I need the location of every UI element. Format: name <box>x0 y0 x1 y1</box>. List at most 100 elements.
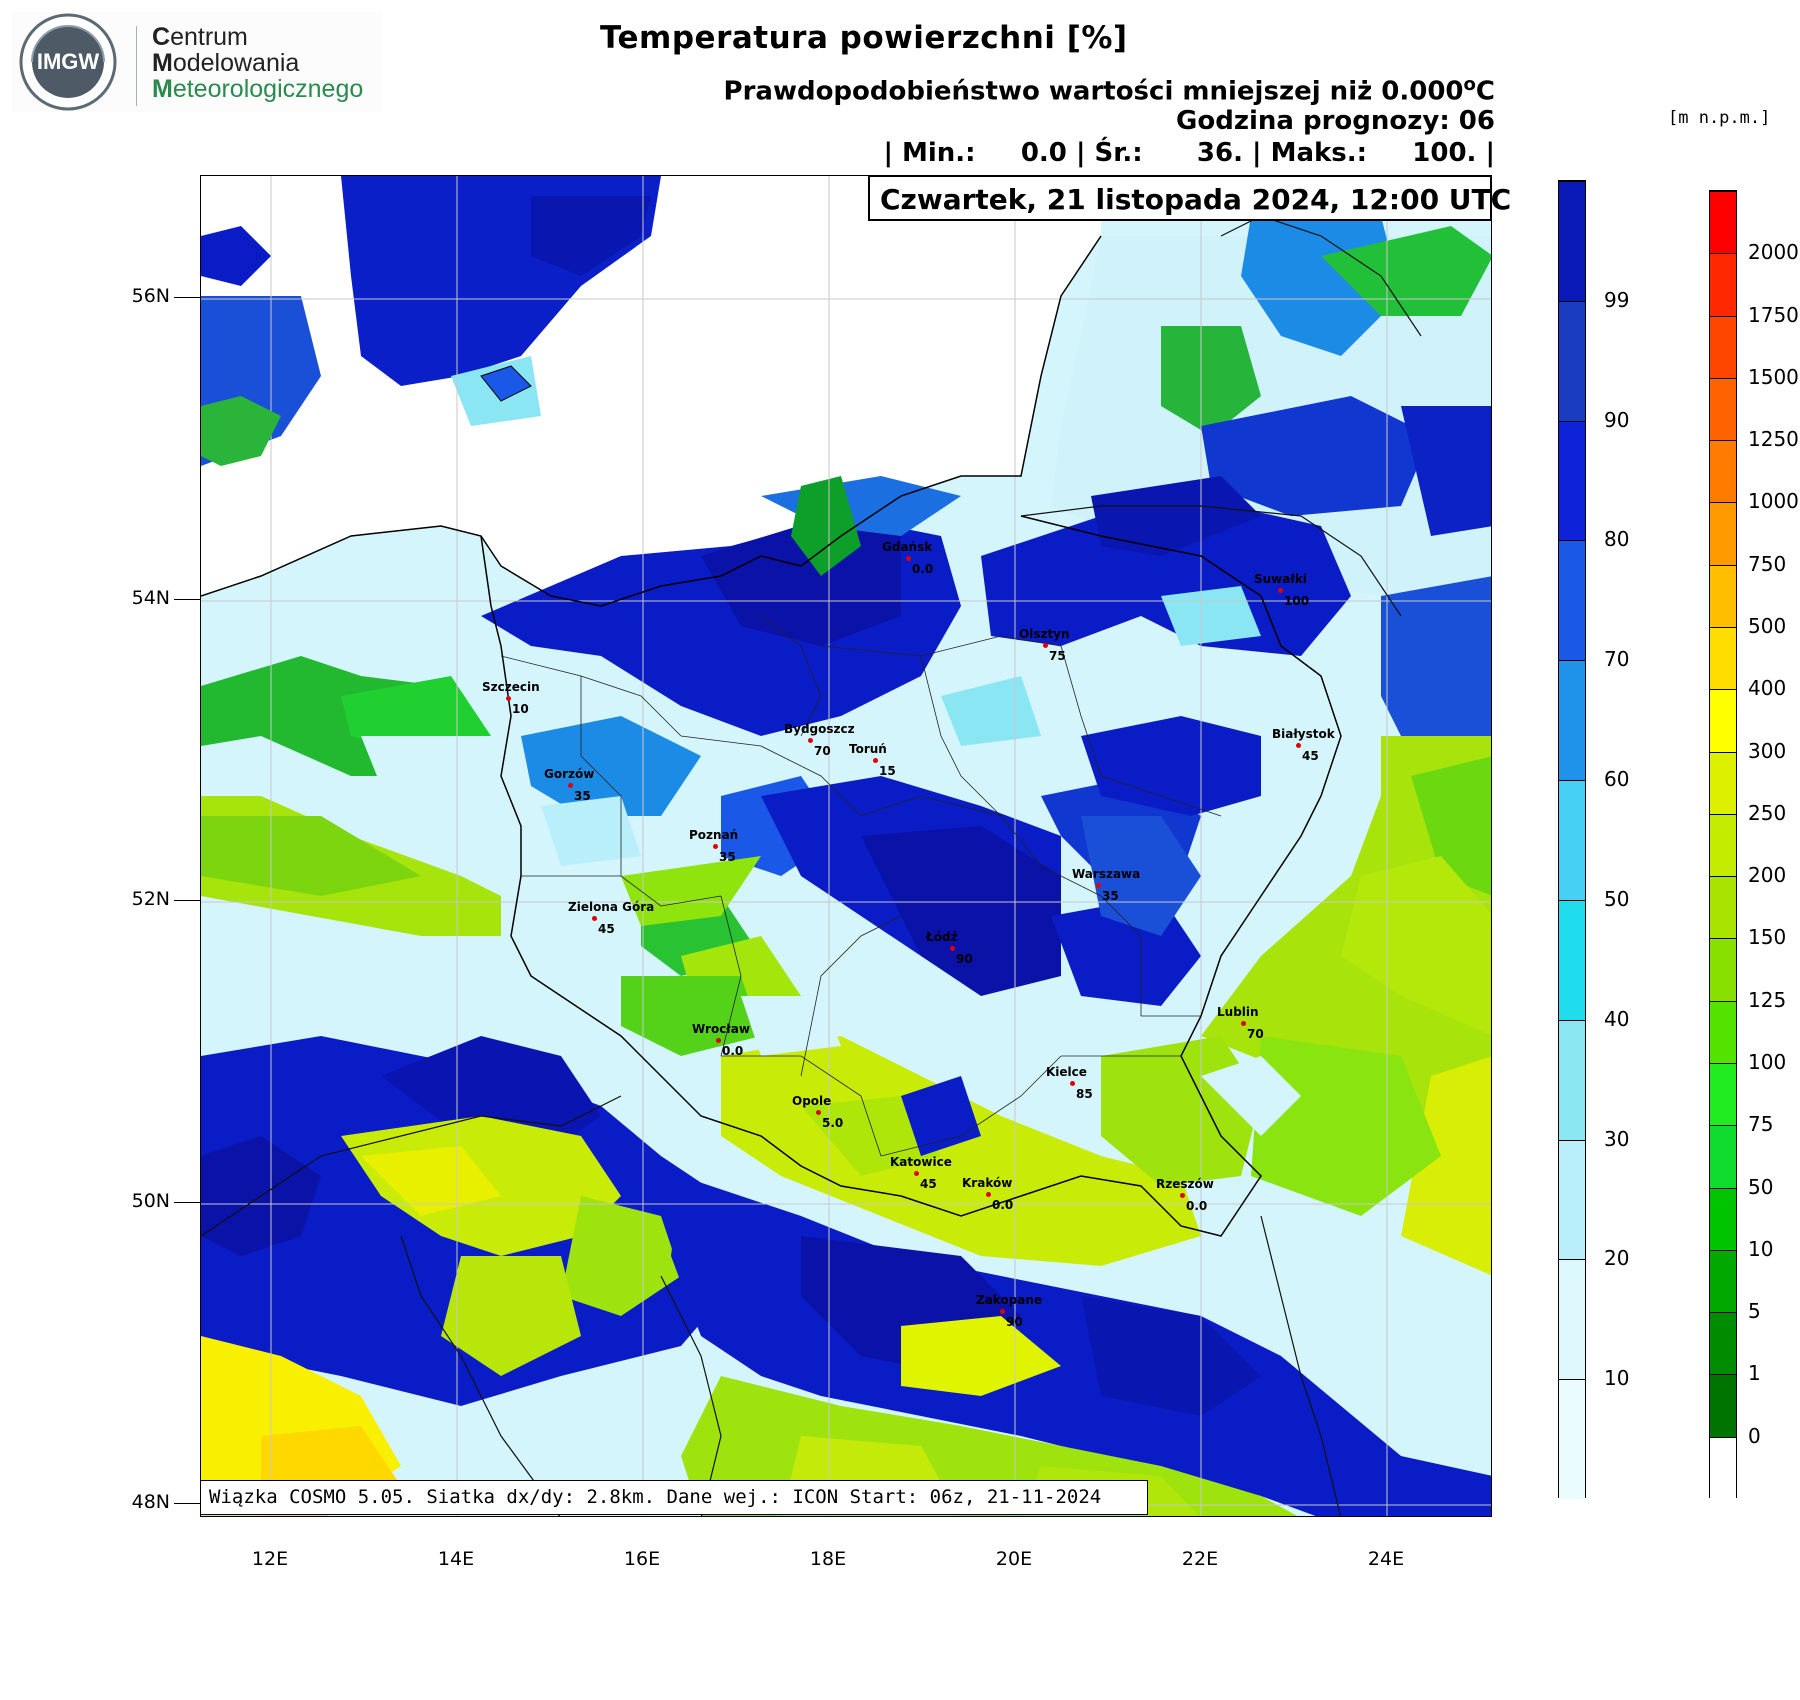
colorbar-segment <box>1710 938 1736 1001</box>
colorbar-segment <box>1710 191 1736 254</box>
lat-label: 56N <box>131 285 170 307</box>
probability-map <box>201 176 1491 1516</box>
city-dot <box>1043 643 1048 648</box>
city-dot <box>1241 1021 1246 1026</box>
city-dot <box>816 1110 821 1115</box>
elevation-colorbar <box>1709 190 1737 1499</box>
city-name: Warszawa <box>1072 867 1141 881</box>
colorbar-segment <box>1559 1379 1585 1499</box>
city-name: Bydgoszcz <box>784 722 855 736</box>
colorbar-label: 1750 <box>1748 302 1799 327</box>
city-value: 0.0 <box>912 562 934 576</box>
city-dot <box>1180 1193 1185 1198</box>
colorbar-label: 40 <box>1604 1006 1630 1031</box>
city-dot <box>986 1192 991 1197</box>
colorbar-label: 60 <box>1604 767 1630 792</box>
colorbar-segment <box>1710 627 1736 690</box>
colorbar-label: 50 <box>1748 1174 1774 1199</box>
logo-line-meteorologicznego: Meteorologicznego <box>152 75 364 103</box>
city-dot <box>906 556 911 561</box>
probability-colorbar <box>1558 180 1586 1499</box>
forecast-hour: Godzina prognozy: 06 <box>1176 106 1495 136</box>
colorbar-label: 0 <box>1748 1423 1761 1448</box>
city-value: 45 <box>598 922 615 936</box>
colorbar-label: 1250 <box>1748 427 1799 452</box>
colorbar-label: 99 <box>1604 287 1630 312</box>
lat-label: 50N <box>131 1190 170 1212</box>
city-name: Szczecin <box>482 680 540 694</box>
colorbar-segment <box>1559 899 1585 1020</box>
city-name: Gdańsk <box>882 540 933 554</box>
colorbar-segment <box>1710 1187 1736 1250</box>
city-name: Katowice <box>890 1155 952 1169</box>
city-name: Opole <box>792 1094 832 1108</box>
city-dot <box>716 1038 721 1043</box>
city-value: 5.0 <box>822 1116 844 1130</box>
lat-tick <box>174 297 200 298</box>
logo-line-centrum: Centrum <box>152 23 248 51</box>
lon-label: 12E <box>251 1548 289 1570</box>
colorbar-segment <box>1710 1000 1736 1063</box>
city-dot <box>1070 1081 1075 1086</box>
city-dot <box>592 916 597 921</box>
lat-tick <box>174 599 200 600</box>
colorbar-segment <box>1559 1139 1585 1260</box>
colorbar-label: 150 <box>1748 925 1787 950</box>
colorbar-segment <box>1710 1436 1736 1499</box>
elevation-unit-label: [m n.p.m.] <box>1668 108 1771 128</box>
colorbar-label: 1 <box>1748 1361 1761 1386</box>
city-dot <box>914 1171 919 1176</box>
model-info-footer: Wiązka COSMO 5.05. Siatka dx/dy: 2.8km. … <box>200 1480 1148 1515</box>
city-dot <box>873 758 878 763</box>
colorbar-label: 30 <box>1604 1126 1630 1151</box>
city-value: 15 <box>879 764 896 778</box>
colorbar-segment <box>1710 813 1736 877</box>
city-name: Zielona Góra <box>568 900 655 914</box>
city-dot <box>713 844 718 849</box>
colorbar-segment <box>1559 181 1585 301</box>
colorbar-segment <box>1710 1125 1736 1188</box>
city-name: Kraków <box>962 1176 1013 1190</box>
lon-label: 24E <box>1367 1548 1405 1570</box>
city-value: 0.0 <box>722 1044 744 1058</box>
city-value: 75 <box>1049 649 1066 663</box>
colorbar-segment <box>1559 1259 1585 1380</box>
logo-divider <box>136 26 137 106</box>
city-value: 100 <box>1284 594 1310 608</box>
lon-label: 16E <box>623 1548 661 1570</box>
colorbar-segment <box>1710 876 1736 939</box>
colorbar-segment <box>1710 440 1736 503</box>
colorbar-label: 100 <box>1748 1050 1787 1074</box>
colorbar-label: 500 <box>1748 614 1787 638</box>
colorbar-segment <box>1710 1249 1736 1313</box>
colorbar-label: 300 <box>1748 738 1787 763</box>
city-name: Łódź <box>926 930 958 944</box>
city-dot <box>568 783 573 788</box>
colorbar-segment <box>1710 1312 1736 1375</box>
lat-label: 54N <box>131 587 170 609</box>
city-value: 70 <box>1247 1027 1264 1041</box>
city-name: Poznań <box>689 828 739 842</box>
city-value: 35 <box>574 789 591 803</box>
colorbar-segment <box>1710 751 1736 814</box>
colorbar-segment <box>1710 502 1736 565</box>
colorbar-segment <box>1710 564 1736 627</box>
colorbar-segment <box>1559 420 1585 541</box>
lon-label: 18E <box>809 1548 847 1570</box>
colorbar-label: 5 <box>1748 1299 1761 1324</box>
colorbar-segment <box>1559 780 1585 900</box>
city-dot <box>1096 883 1101 888</box>
imgw-emblem-icon: IMGW <box>19 13 117 111</box>
lat-tick <box>174 1503 200 1504</box>
city-name: Wrocław <box>692 1022 750 1036</box>
colorbar-label: 1000 <box>1748 489 1799 514</box>
colorbar-label: 10 <box>1748 1236 1774 1261</box>
colorbar-label: 75 <box>1748 1112 1774 1137</box>
colorbar-segment <box>1559 300 1585 421</box>
city-value: 35 <box>719 850 736 864</box>
city-value: 10 <box>512 702 529 716</box>
city-value: 70 <box>814 744 831 758</box>
city-value: 85 <box>1076 1087 1093 1101</box>
city-name: Zakopane <box>976 1293 1043 1307</box>
colorbar-segment <box>1710 1063 1736 1126</box>
